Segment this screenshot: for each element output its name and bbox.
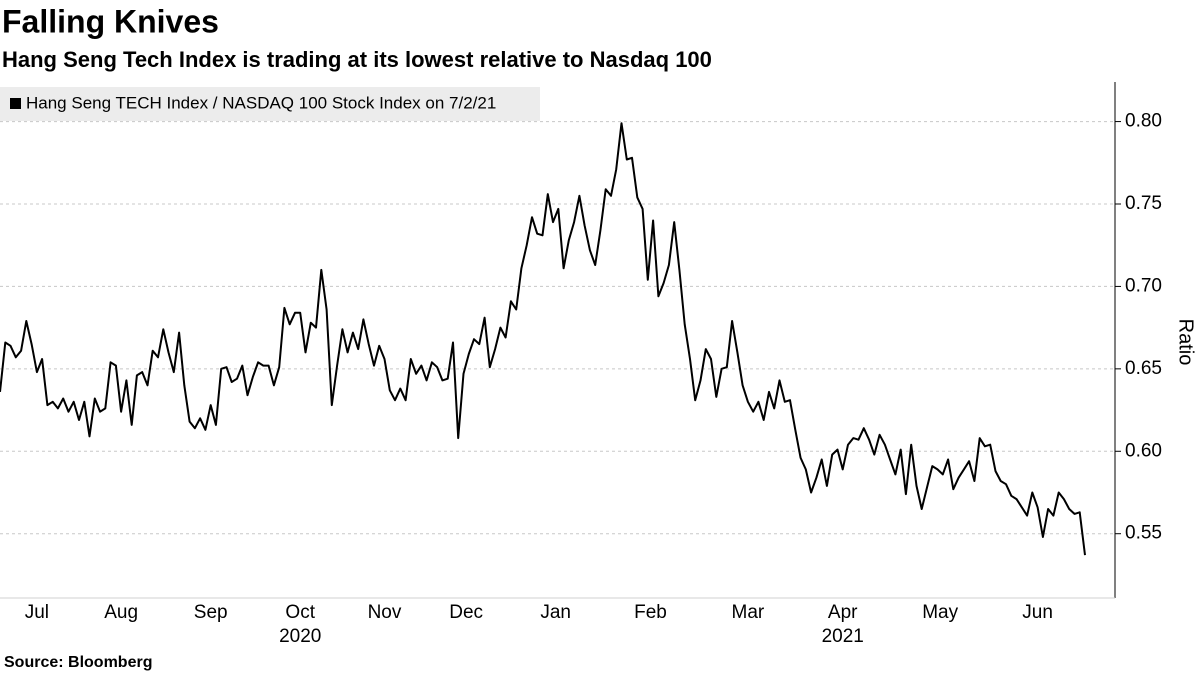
chart-subtitle: Hang Seng Tech Index is trading at its l… xyxy=(2,47,712,72)
chart-title: Falling Knives xyxy=(2,3,219,39)
y-tick-label: 0.55 xyxy=(1125,523,1162,544)
legend-label: Hang Seng TECH Index / NASDAQ 100 Stock … xyxy=(26,93,496,112)
x-tick-label: Sep xyxy=(194,602,228,623)
legend-swatch xyxy=(10,98,21,109)
x-tick-label: Feb xyxy=(634,602,667,623)
year-label: 2020 xyxy=(279,626,321,647)
y-tick-label: 0.60 xyxy=(1125,440,1162,461)
x-tick-label: Mar xyxy=(732,602,765,623)
x-tick-label: Jun xyxy=(1022,602,1053,623)
x-tick-label: Jan xyxy=(540,602,571,623)
year-label: 2021 xyxy=(822,626,864,647)
y-tick-label: 0.70 xyxy=(1125,275,1162,296)
x-tick-label: Jul xyxy=(25,602,49,623)
y-tick-label: 0.80 xyxy=(1125,111,1162,132)
x-tick-label: Nov xyxy=(368,602,402,623)
y-tick-label: 0.65 xyxy=(1125,358,1162,379)
legend-box xyxy=(0,87,540,121)
y-tick-label: 0.75 xyxy=(1125,193,1162,214)
x-tick-label: Aug xyxy=(104,602,138,623)
x-tick-label: May xyxy=(922,602,958,623)
source: Source: Bloomberg xyxy=(4,654,152,671)
y-axis-label: Ratio xyxy=(1175,319,1197,366)
data-line xyxy=(0,122,1086,556)
x-tick-label: Oct xyxy=(285,602,315,623)
x-tick-label: Apr xyxy=(828,602,858,623)
x-tick-label: Dec xyxy=(449,602,483,623)
